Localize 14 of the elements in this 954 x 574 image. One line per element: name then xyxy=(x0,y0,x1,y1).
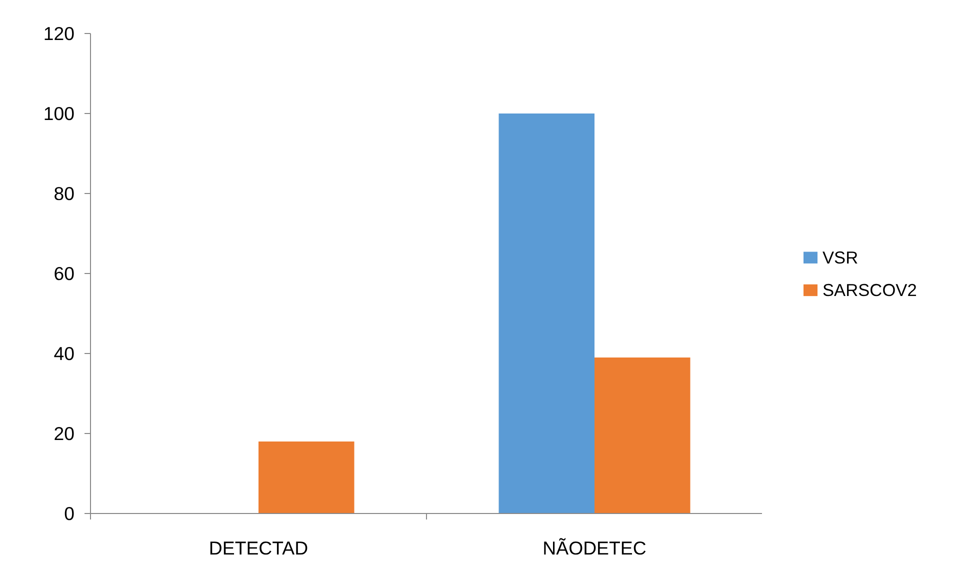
y-tick-label: 40 xyxy=(54,343,75,364)
y-tick-label: 20 xyxy=(54,423,75,444)
legend-label: VSR xyxy=(822,248,858,268)
x-tick-label: DETECTAD xyxy=(208,538,308,558)
bar xyxy=(498,114,594,514)
y-tick-label: 120 xyxy=(43,23,75,44)
y-tick-label: 100 xyxy=(43,103,75,124)
legend-label: SARSCOV2 xyxy=(822,280,917,300)
x-tick-label: NÃODETEC xyxy=(542,538,646,558)
bar xyxy=(258,442,354,514)
y-tick-label: 80 xyxy=(54,183,75,204)
bar xyxy=(594,358,690,514)
y-tick-label: 60 xyxy=(54,263,75,284)
y-tick-label: 0 xyxy=(64,503,75,524)
